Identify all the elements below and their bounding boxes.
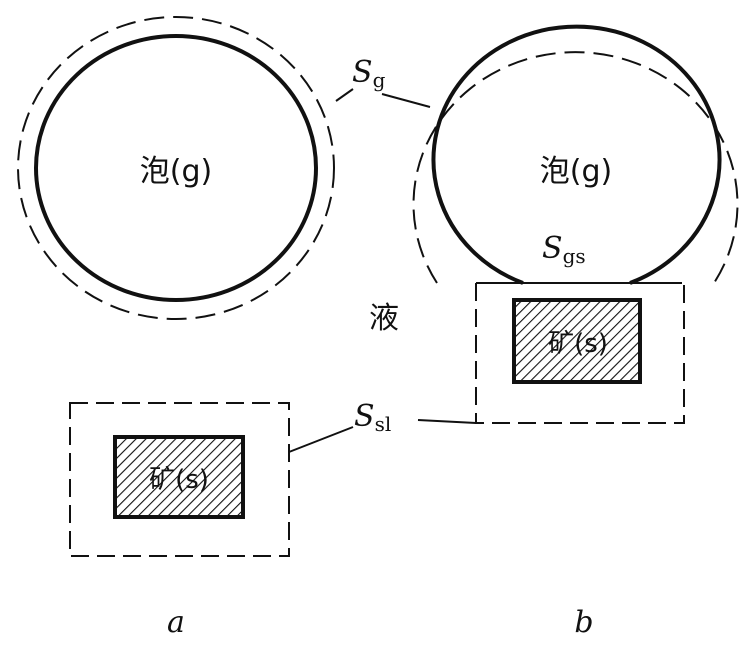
s-sl-annotation: Ssl (288, 399, 477, 453)
panel-b: 泡(g) 矿(s) b (412, 24, 739, 640)
bubble-a (34, 34, 318, 302)
s-g-sub: g (373, 68, 386, 92)
s-gs-label: Sgs (542, 231, 586, 268)
panel-b-label: b (574, 605, 593, 640)
mineral-a-label: 矿(s) (149, 465, 209, 495)
mineral-b (512, 298, 642, 384)
bubble-a-label: 泡(g) (140, 154, 212, 189)
mineral-a-interface (69, 402, 290, 557)
s-gs-base: S (542, 231, 563, 266)
bubble-b (431, 24, 722, 285)
mineral-a (113, 435, 245, 519)
s-g-leader-a (335, 88, 354, 102)
s-g-leader-b (381, 93, 431, 108)
s-sl-leader-b (417, 419, 477, 424)
mineral-b-interface (475, 283, 685, 424)
bubble-b-label: 泡(g) (540, 154, 612, 189)
s-gs-sub: gs (563, 244, 586, 268)
s-g-base: S (352, 55, 373, 90)
panel-a-label: a (167, 605, 185, 640)
s-sl-base: S (354, 399, 375, 434)
s-g-annotation: Sg (335, 55, 431, 108)
s-sl-leader-a (288, 426, 354, 453)
s-g-label: Sg (352, 55, 386, 92)
bubble-b-interface (412, 51, 739, 284)
s-sl-sub: sl (375, 412, 392, 436)
liquid-label: 液 (369, 301, 399, 336)
panel-a: 泡(g) 矿(s) a (17, 16, 335, 640)
mineral-b-label: 矿(s) (548, 329, 608, 359)
bubble-a-interface (17, 16, 335, 320)
s-sl-label: Ssl (354, 399, 391, 436)
